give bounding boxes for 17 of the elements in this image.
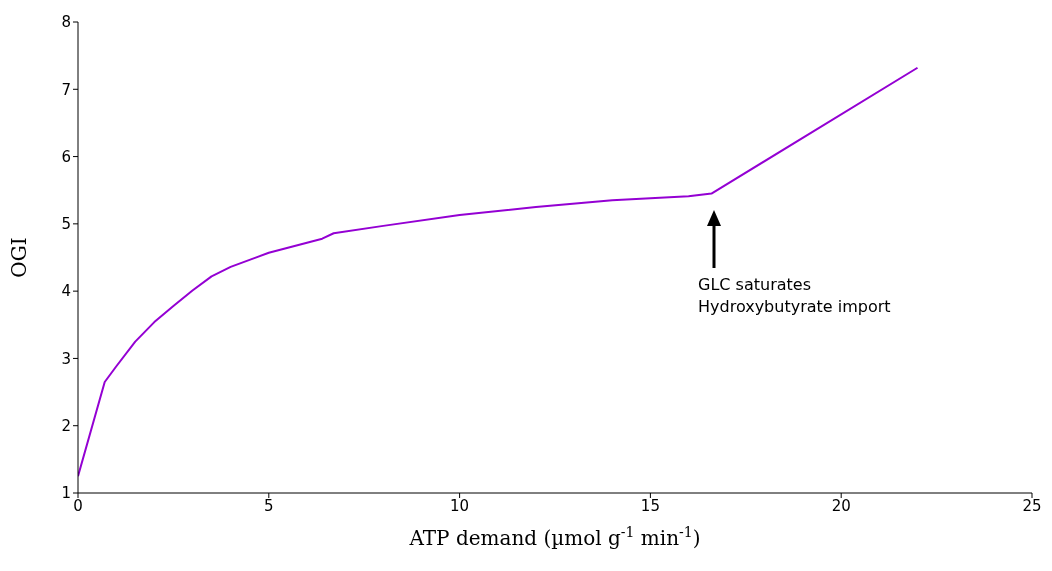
y-tick-label: 8 — [61, 13, 71, 32]
x-tick-label: 20 — [831, 496, 851, 515]
y-tick-label: 2 — [61, 417, 71, 436]
y-tick-label: 6 — [61, 147, 71, 166]
y-tick-label: 4 — [61, 282, 71, 301]
y-tick-label: 1 — [61, 484, 71, 503]
x-tick-label: 15 — [640, 496, 660, 515]
x-axis-title: ATP demand (µmol g$^{-1}$ min$^{-1}$) — [408, 524, 701, 550]
y-axis-title: OGI — [7, 237, 31, 278]
y-tick-label: 3 — [61, 349, 71, 368]
x-tick-label: 25 — [1022, 496, 1042, 515]
x-tick-label: 10 — [450, 496, 470, 515]
annotation: GLC saturates Hydroxybutyrate import — [698, 275, 891, 316]
y-tick-label: 7 — [61, 80, 71, 99]
x-tick-label: 5 — [264, 496, 274, 515]
y-tick-label: 5 — [61, 215, 71, 234]
x-tick-label: 0 — [73, 496, 83, 515]
